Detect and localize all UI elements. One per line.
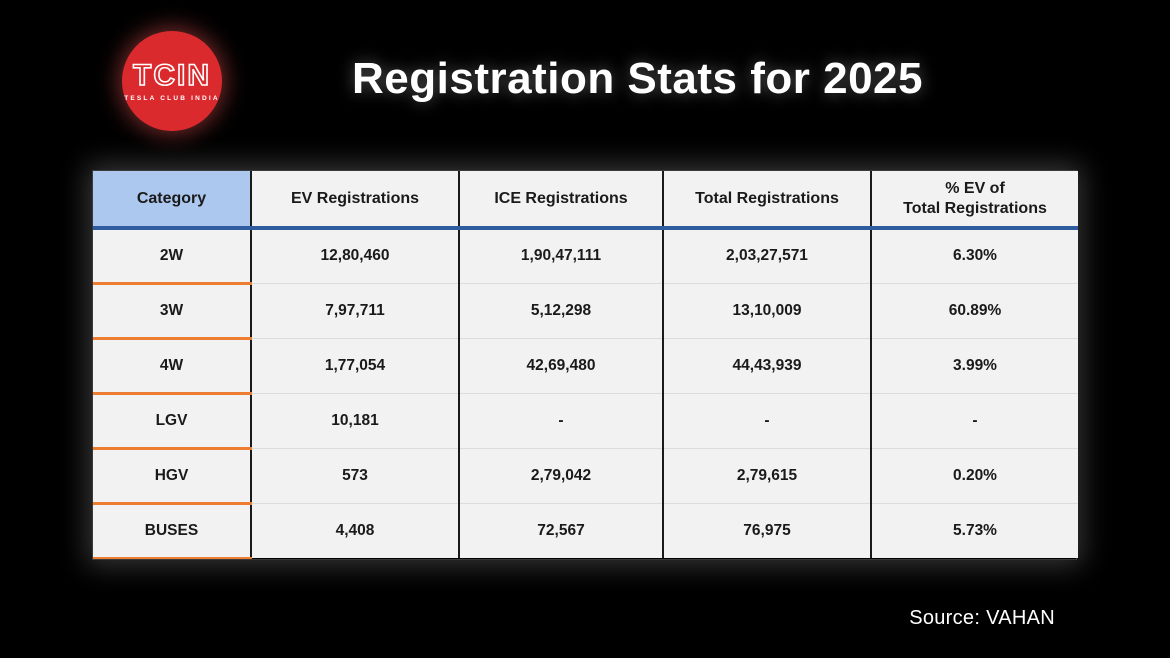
table-cell: HGV <box>93 448 251 505</box>
table-row-buses: BUSES 4,408 72,567 76,975 5.73% <box>93 503 1078 559</box>
registrations-table: Category EV Registrations ICE Registrati… <box>93 171 1078 559</box>
table-cell: LGV <box>93 393 251 450</box>
table-cell: 76,975 <box>662 503 871 558</box>
registrations-table-container: Category EV Registrations ICE Registrati… <box>92 170 1078 560</box>
column-header-ice-registrations: ICE Registrations <box>458 171 663 230</box>
table-cell: 2,79,042 <box>458 448 663 504</box>
tcin-logo-text: TCIN <box>132 58 211 92</box>
table-cell: 3.99% <box>870 338 1078 394</box>
table-cell: 44,43,939 <box>662 338 871 394</box>
table-cell: 573 <box>250 448 459 504</box>
table-cell: 5,12,298 <box>458 283 663 339</box>
column-header-pct-ev: % EV of Total Registrations <box>870 171 1078 230</box>
table-cell: 5.73% <box>870 503 1078 558</box>
table-cell: 72,567 <box>458 503 663 558</box>
tcin-logo-subtext: TESLA CLUB INDIA <box>124 94 220 102</box>
column-header-ev-registrations: EV Registrations <box>250 171 459 230</box>
table-row-hgv: HGV 573 2,79,042 2,79,615 0.20% <box>93 448 1078 505</box>
table-row-2w: 2W 12,80,460 1,90,47,111 2,03,27,571 6.3… <box>93 228 1078 285</box>
table-cell: 4W <box>93 338 251 395</box>
table-cell: 4,408 <box>250 503 459 558</box>
table-cell: 12,80,460 <box>250 228 459 284</box>
header-row: Category EV Registrations ICE Registrati… <box>93 171 1078 230</box>
table-cell: 60.89% <box>870 283 1078 339</box>
table-cell: - <box>870 393 1078 449</box>
table-body: 2W 12,80,460 1,90,47,111 2,03,27,571 6.3… <box>93 228 1078 559</box>
table-cell: 1,77,054 <box>250 338 459 394</box>
table-cell: 6.30% <box>870 228 1078 284</box>
source-attribution: Source: VAHAN <box>909 607 1055 629</box>
table-cell: - <box>662 393 871 449</box>
table-cell: - <box>458 393 663 449</box>
table-cell: 42,69,480 <box>458 338 663 394</box>
table-cell: 2W <box>93 228 251 285</box>
table-row-3w: 3W 7,97,711 5,12,298 13,10,009 60.89% <box>93 283 1078 340</box>
column-header-category: Category <box>93 171 251 230</box>
slide-title: Registration Stats for 2025 <box>352 54 923 103</box>
table-header: Category EV Registrations ICE Registrati… <box>93 171 1078 230</box>
table-cell: 7,97,711 <box>250 283 459 339</box>
table-cell: 13,10,009 <box>662 283 871 339</box>
table-cell: 1,90,47,111 <box>458 228 663 284</box>
table-row-lgv: LGV 10,181 - - - <box>93 393 1078 450</box>
table-cell: 10,181 <box>250 393 459 449</box>
table-cell: 2,79,615 <box>662 448 871 504</box>
table-cell: 2,03,27,571 <box>662 228 871 284</box>
table-row-4w: 4W 1,77,054 42,69,480 44,43,939 3.99% <box>93 338 1078 395</box>
column-header-total-registrations: Total Registrations <box>662 171 871 230</box>
tcin-logo: TCIN TESLA CLUB INDIA <box>122 31 222 131</box>
table-cell: 3W <box>93 283 251 340</box>
table-cell: BUSES <box>93 503 251 559</box>
table-cell: 0.20% <box>870 448 1078 504</box>
